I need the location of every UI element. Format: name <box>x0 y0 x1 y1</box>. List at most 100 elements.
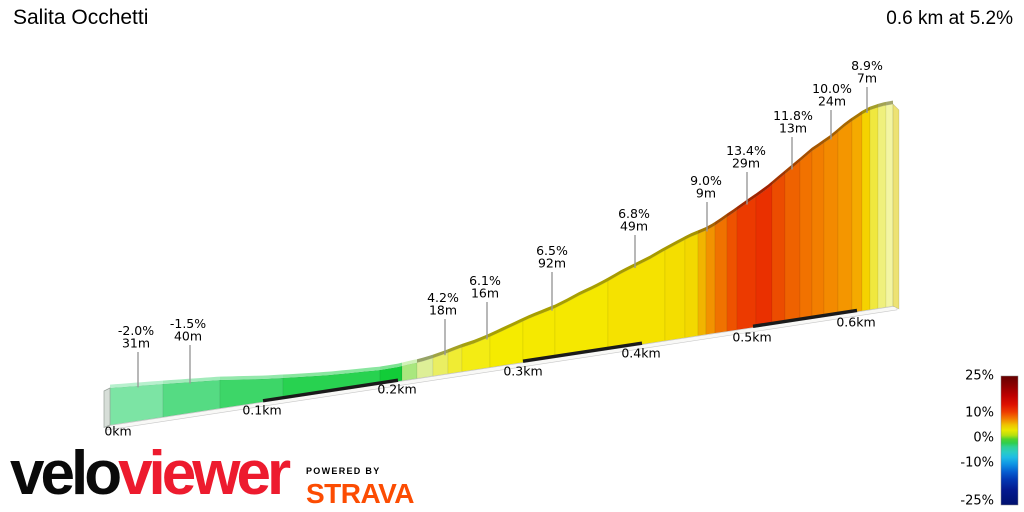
profile-top-edge <box>862 106 870 115</box>
profile-segment <box>885 103 894 308</box>
callout-length-label: 13m <box>779 121 807 136</box>
legend-gradient-bar <box>1000 375 1019 506</box>
km-tick-label: 0.4km <box>621 346 660 361</box>
profile-top-edge <box>448 343 462 353</box>
profile-top-edge <box>812 139 824 151</box>
legend-tick-label: 25% <box>965 369 994 384</box>
callout-length-label: 24m <box>818 94 846 109</box>
profile-top-edge <box>715 213 727 226</box>
profile-segment <box>869 106 879 310</box>
km-tick-label: 0.5km <box>732 330 771 345</box>
profile-segment <box>877 104 887 309</box>
profile-top-edge <box>110 380 163 388</box>
profile-segment <box>799 150 813 321</box>
profile-top-edge <box>772 170 785 185</box>
profile-top-edge <box>800 147 812 162</box>
powered-by-label: POWERED BY <box>306 466 381 476</box>
profile-top-edge <box>706 221 715 231</box>
logo-velo-text: velo <box>10 439 122 508</box>
callout-gradient-label: 13.4% <box>726 143 766 158</box>
callout-length-label: 49m <box>620 219 648 234</box>
profile-right-cap <box>892 103 900 310</box>
callout-gradient-label: 6.5% <box>536 243 568 258</box>
callout-length-label: 29m <box>732 156 760 171</box>
profile-top-edge <box>523 304 555 322</box>
climb-summary: 0.6 km at 5.2% <box>886 8 1013 29</box>
profile-top-edge <box>283 366 380 378</box>
callout-gradient-label: -1.5% <box>170 316 206 331</box>
profile-top-edge <box>220 374 283 380</box>
profile-segment <box>714 216 728 334</box>
km-tick-label: 0.6km <box>836 315 875 330</box>
callout-gradient-label: 6.1% <box>469 273 501 288</box>
profile-top-edge <box>380 362 402 370</box>
profile-segment <box>861 109 871 312</box>
profile-top-edge <box>462 333 490 348</box>
distance-bar <box>752 308 858 328</box>
profile-top-edge <box>163 376 220 384</box>
profile-segment <box>784 160 801 323</box>
profile-segment <box>697 229 707 336</box>
profile-top-edge <box>727 206 737 217</box>
callout-length-label: 7m <box>857 71 877 86</box>
profile-segment <box>736 196 757 331</box>
profile-top-edge <box>838 117 852 132</box>
profile-top-edge <box>852 110 862 121</box>
legend-tick-label: 10% <box>965 406 994 421</box>
callout-gradient-label: 11.8% <box>773 108 813 123</box>
profile-top-edge <box>490 317 523 337</box>
callout-length-label: 40m <box>174 329 202 344</box>
callout-length-label: 18m <box>429 303 457 318</box>
profile-segment <box>664 239 686 342</box>
profile-top-edge <box>886 100 893 106</box>
profile-top-edge <box>870 103 878 110</box>
profile-segment <box>726 209 738 332</box>
callout-gradient-label: 10.0% <box>812 81 852 96</box>
profile-top-edge <box>878 101 886 108</box>
km-tick-label: 0.1km <box>242 403 281 418</box>
profile-segment <box>755 184 773 328</box>
profile-top-edge <box>417 354 433 363</box>
profile-segment <box>823 131 839 317</box>
legend-tick-label: 0% <box>973 431 994 446</box>
distance-bar <box>262 378 399 403</box>
callout-gradient-label: 9.0% <box>690 173 722 188</box>
callout-length-label: 92m <box>538 256 566 271</box>
page-title: Salita Occhetti <box>13 6 149 29</box>
callout-length-label: 16m <box>471 286 499 301</box>
legend-tick-label: -10% <box>960 456 994 471</box>
km-tick-label: 0.3km <box>503 364 542 379</box>
callout-gradient-label: -2.0% <box>118 323 154 338</box>
profile-top-edge <box>665 236 685 251</box>
profile-segment <box>811 142 825 319</box>
profile-top-edge <box>685 230 698 240</box>
profile-top-edge <box>698 227 706 234</box>
callout-length-label: 9m <box>696 186 716 201</box>
km-tick-label: 0.2km <box>377 382 416 397</box>
callout-length-label: 31m <box>122 336 150 351</box>
profile-segment <box>705 224 716 335</box>
strava-attribution: POWERED BY STRAVA <box>306 466 414 510</box>
profile-top-edge <box>402 359 417 366</box>
profile-top-edge <box>608 246 665 282</box>
profile-segment <box>837 120 853 315</box>
km-tick-label: 0km <box>104 424 131 439</box>
callout-gradient-label: 6.8% <box>618 206 650 221</box>
legend-tick-label: -25% <box>960 494 994 509</box>
profile-top-edge <box>433 349 448 358</box>
profile-segment <box>771 173 786 325</box>
veloviewer-logo: veloviewer <box>10 443 291 505</box>
logo-viewer-text: viewer <box>118 439 291 508</box>
profile-segment <box>851 113 863 313</box>
strava-logo: STRAVA <box>306 478 414 509</box>
profile-top-edge <box>756 181 772 197</box>
profile-top-edge <box>555 277 608 308</box>
profile-left-cap <box>103 387 111 429</box>
distance-bar <box>522 341 643 363</box>
callout-gradient-label: 4.2% <box>427 290 459 305</box>
profile-segment <box>684 233 699 338</box>
callout-gradient-label: 8.9% <box>851 58 883 73</box>
baseline-strip <box>105 305 898 431</box>
